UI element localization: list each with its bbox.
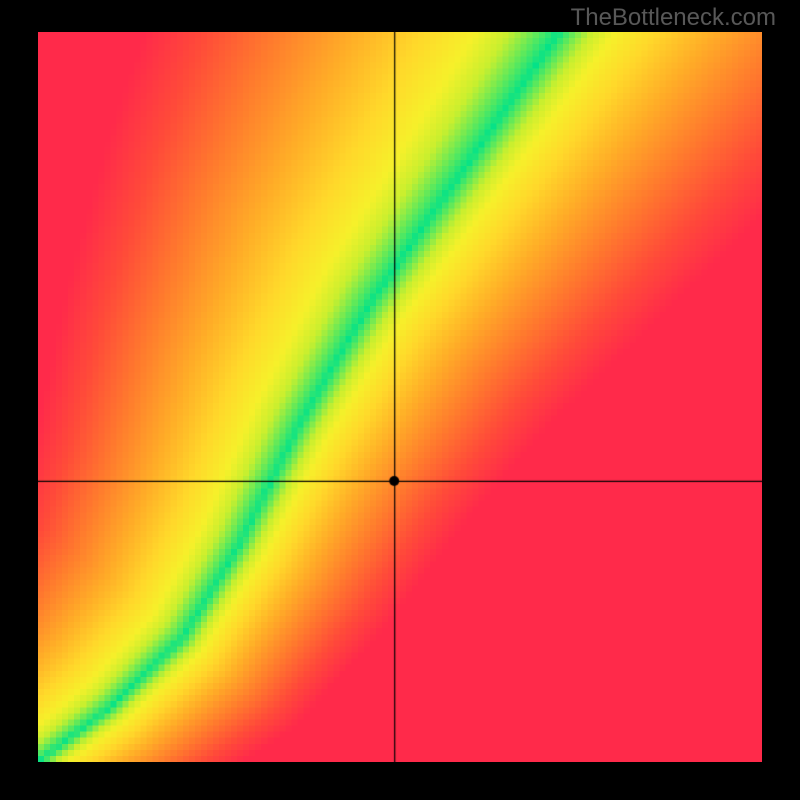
crosshair-overlay <box>38 32 762 762</box>
source-watermark: TheBottleneck.com <box>571 4 776 32</box>
chart-container: TheBottleneck.com <box>0 0 800 800</box>
